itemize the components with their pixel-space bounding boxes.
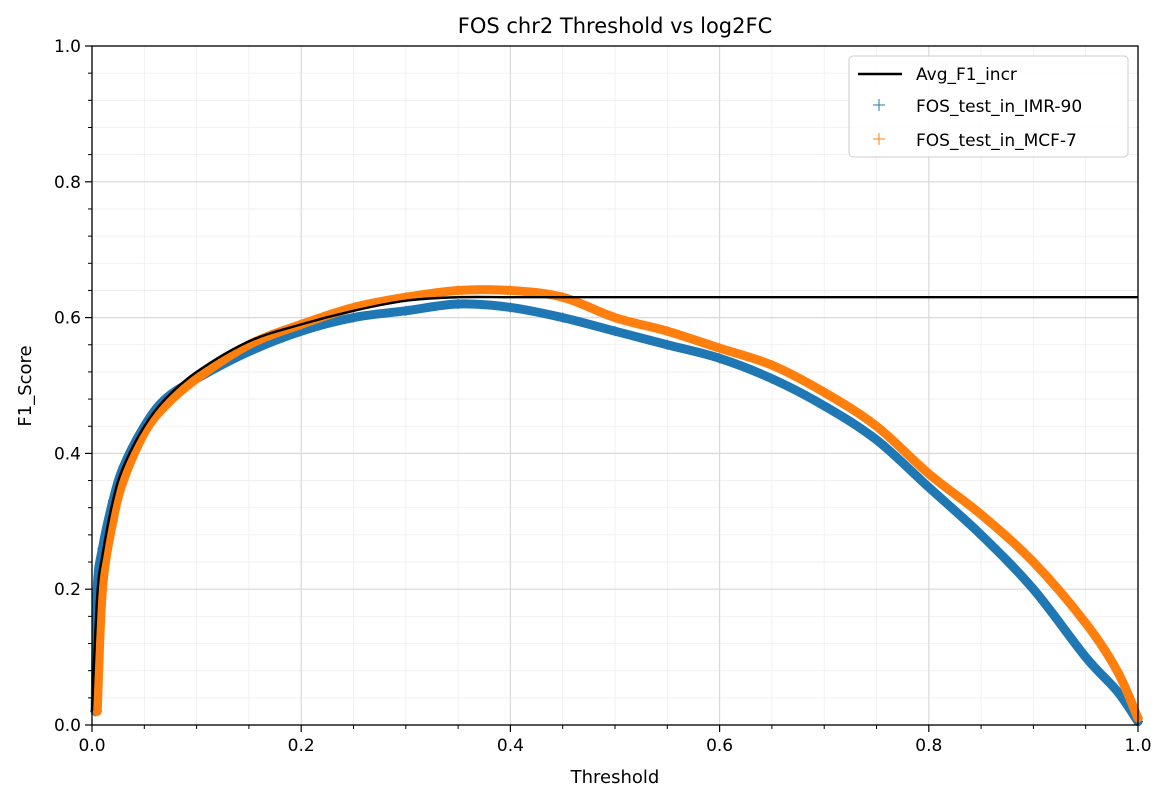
x-tick-label: 0.4 [497,736,524,756]
y-tick-label: 0.6 [54,309,81,329]
x-tick-label: 0.6 [706,736,733,756]
chart-title: FOS chr2 Threshold vs log2FC [458,14,772,38]
series-markers-fos-test-in-mcf-7 [92,285,1143,724]
axis-ticks: 0.0 0.2 0.4 0.6 0.8 1.0 0.0 0.2 0.4 0.6 0.8 1.0 [54,37,1152,756]
x-tick-label: 1.0 [1124,736,1151,756]
x-axis-label: Threshold [570,767,660,788]
y-tick-label: 1.0 [54,37,81,57]
x-tick-label: 0.8 [915,736,942,756]
series-line-avg-f1-incr [90,295,1138,712]
legend-swatch-imr90-marker [873,99,885,111]
y-tick-label: 0.0 [54,716,81,736]
legend-box [848,55,1129,158]
y-axis-label: F1_Score [15,345,36,426]
legend-label-mcf7: FOS_test_in_MCF-7 [916,131,1077,151]
x-tick-label: 0.2 [288,736,315,756]
series-band-fos-test-in-mcf-7 [92,285,1143,723]
y-tick-label: 0.8 [54,173,81,193]
y-tick-label: 0.4 [54,444,81,464]
legend-label-imr90: FOS_test_in_IMR-90 [916,97,1082,117]
legend-label-avg: Avg_F1_incr [916,65,1017,85]
legend: Avg_F1_incr FOS_test_in_IMR-90 FOS_test_… [848,55,1129,158]
x-tick-label: 0.0 [78,736,105,756]
legend-swatch-mcf7-marker [873,133,885,145]
y-tick-label: 0.2 [54,580,81,600]
series-layer [90,285,1143,727]
